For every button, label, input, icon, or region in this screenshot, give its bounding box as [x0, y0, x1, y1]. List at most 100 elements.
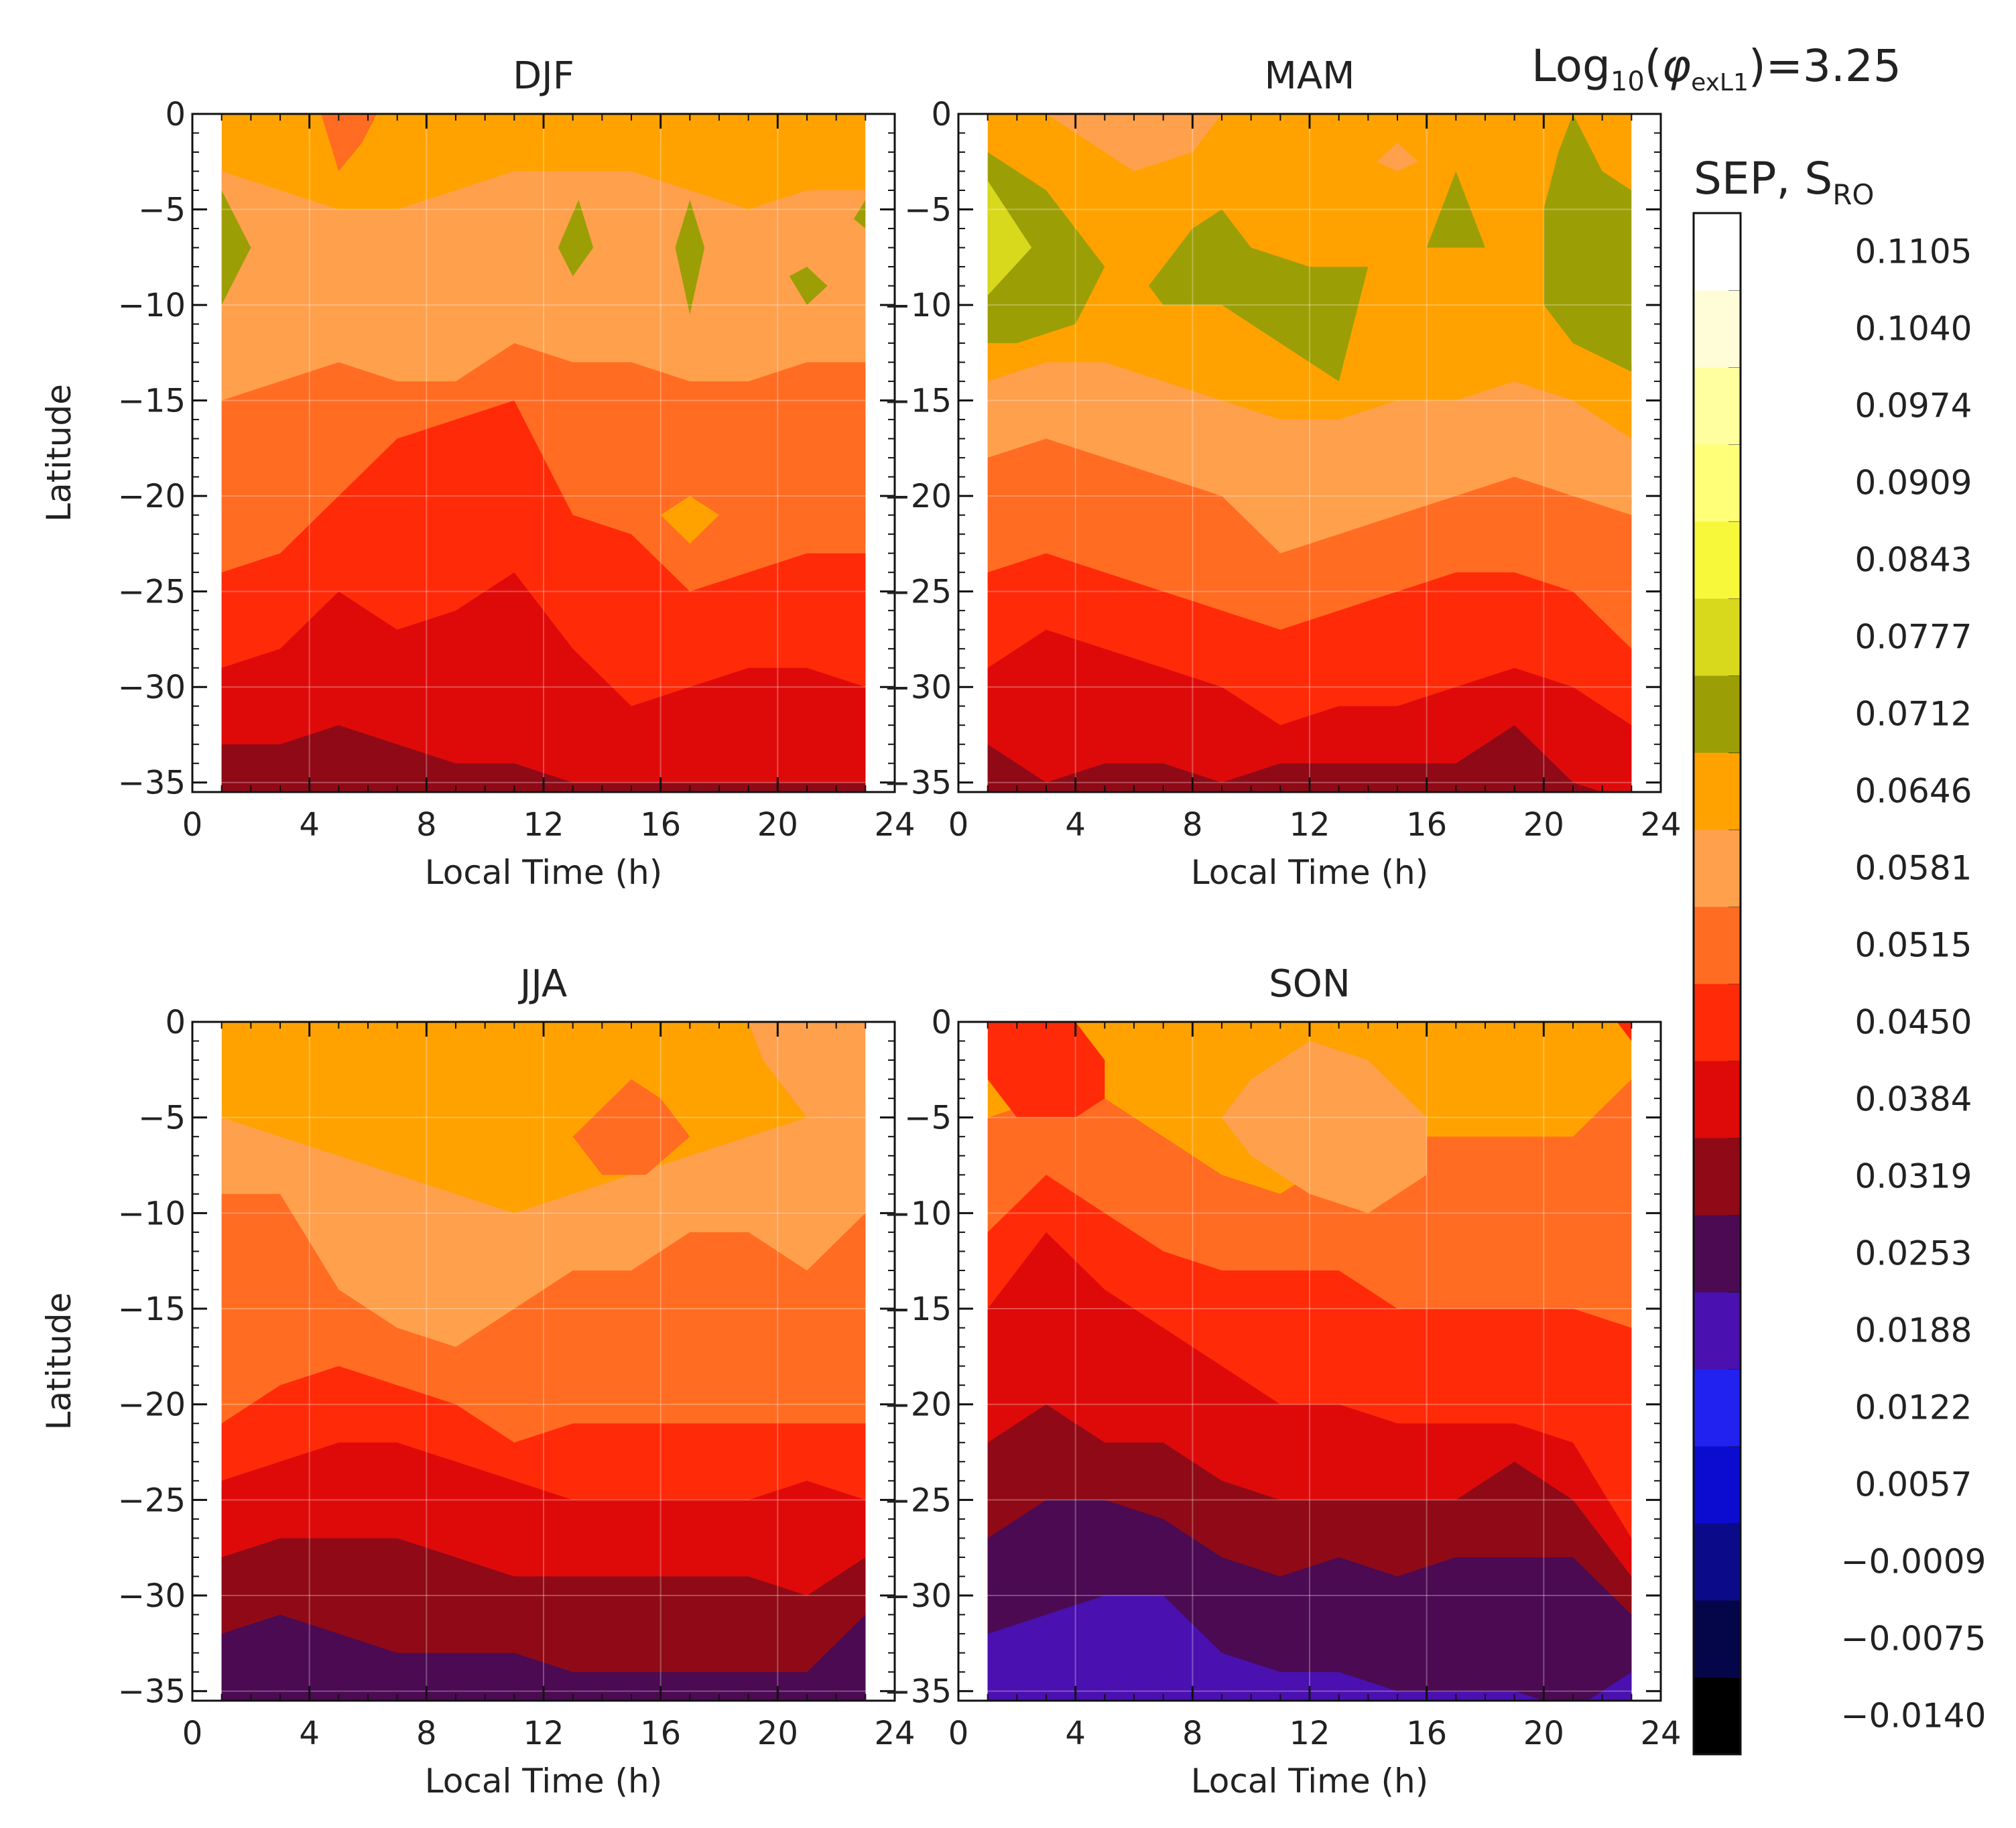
colorbar-title-main: SEP, S — [1694, 153, 1832, 204]
y-tick-label: −20 — [118, 478, 186, 515]
colorbar-tick-label: 0.1040 — [1855, 310, 1972, 348]
x-tick-label: 4 — [1065, 1715, 1086, 1752]
contour-band — [221, 1614, 866, 1701]
y-tick-label: −30 — [118, 669, 186, 706]
contour-patch — [675, 200, 705, 315]
colorbar-tick-label: 0.0188 — [1855, 1311, 1972, 1350]
y-tick-label: −25 — [118, 1482, 186, 1519]
x-tick-label: 0 — [948, 1715, 969, 1752]
y-tick-label: −15 — [118, 383, 186, 420]
colorbar-tick-label: 0.0253 — [1855, 1234, 1972, 1273]
y-tick-label: −30 — [884, 669, 952, 706]
colorbar-tick-label: 0.0515 — [1855, 926, 1972, 965]
contour-patch — [987, 1022, 1105, 1118]
colorbar-tick-label: 0.0974 — [1855, 387, 1972, 426]
y-axis-label: Latitude — [40, 1293, 78, 1431]
header-phi-sub: exL1 — [1691, 69, 1749, 96]
contour-patch — [853, 200, 866, 228]
colorbar-swatch — [1694, 521, 1741, 599]
y-tick-label: −35 — [118, 1673, 186, 1711]
x-tick-label: 24 — [1640, 806, 1681, 844]
x-axis-label: Local Time (h) — [425, 853, 662, 892]
contour-patch — [987, 152, 1105, 344]
contour-band — [221, 572, 866, 792]
x-tick-label: 12 — [523, 1715, 564, 1752]
y-tick-label: −15 — [884, 1291, 952, 1328]
y-tick-label: −35 — [118, 765, 186, 802]
x-tick-label: 0 — [182, 806, 203, 844]
x-tick-label: 4 — [1065, 806, 1086, 844]
x-tick-label: 16 — [640, 1715, 681, 1752]
y-tick-label: −25 — [884, 574, 952, 611]
x-tick-label: 4 — [299, 1715, 320, 1752]
y-tick-label: −25 — [884, 1482, 952, 1519]
colorbar-tick-label: 0.0581 — [1855, 849, 1972, 888]
colorbar-swatch — [1694, 1677, 1741, 1755]
colorbar-swatch — [1694, 367, 1741, 445]
y-tick-label: −10 — [884, 1195, 952, 1232]
colorbar-swatch — [1694, 753, 1741, 830]
colorbar: −0.0140 −0.0075 −0.0009 0.0057 0.0122 0.0188 0… — [1692, 212, 1987, 1756]
contour-patch — [1426, 171, 1485, 248]
x-tick-label: 0 — [182, 1715, 203, 1752]
contour-band — [987, 1595, 1632, 1701]
colorbar-swatch — [1694, 1061, 1741, 1138]
header-log: Log — [1531, 40, 1611, 92]
y-tick-label: −20 — [118, 1386, 186, 1424]
y-tick-label: 0 — [931, 96, 952, 133]
panel-title: MAM — [1265, 54, 1355, 98]
x-tick-label: 20 — [757, 806, 798, 844]
colorbar-swatch — [1694, 598, 1741, 676]
panel-title: JJA — [518, 962, 567, 1006]
colorbar-swatch — [1694, 213, 1741, 291]
y-tick-label: −20 — [884, 1386, 952, 1424]
contour-band — [987, 725, 1602, 792]
y-tick-label: −35 — [884, 1673, 952, 1711]
panel-mam: 0 4 8 12 16 20 24 0 −5 −10 −15 −20 −25 −30 −35 MAM Local… — [884, 54, 1682, 892]
colorbar-swatch — [1694, 984, 1741, 1061]
colorbar-tick-label: 0.0909 — [1855, 464, 1972, 503]
x-tick-label: 4 — [299, 806, 320, 844]
y-tick-label: −10 — [884, 287, 952, 324]
x-tick-label: 8 — [1182, 1715, 1203, 1752]
y-tick-label: 0 — [165, 96, 186, 133]
colorbar-tick-label: 0.0646 — [1855, 772, 1972, 811]
x-tick-label: 20 — [757, 1715, 798, 1752]
x-tick-label: 8 — [416, 806, 437, 844]
y-tick-label: −30 — [884, 1577, 952, 1615]
y-tick-label: 0 — [165, 1004, 186, 1041]
colorbar-tick-label: −0.0140 — [1841, 1697, 1987, 1736]
contour-patch — [221, 190, 251, 306]
colorbar-tick-label: 0.0057 — [1855, 1465, 1972, 1504]
contour-patch — [1544, 114, 1632, 372]
header-log-sub: 10 — [1611, 66, 1645, 97]
x-tick-label: 0 — [948, 806, 969, 844]
x-tick-label: 12 — [1289, 806, 1330, 844]
x-tick-label: 8 — [1182, 806, 1203, 844]
header-label: Log10(φexL1)=3.25 — [1531, 40, 1901, 97]
colorbar-swatch — [1694, 290, 1741, 368]
x-tick-label: 12 — [523, 806, 564, 844]
x-tick-label: 24 — [874, 1715, 915, 1752]
y-axis-label: Latitude — [40, 384, 78, 522]
contour-patch — [789, 267, 828, 306]
y-tick-label: −15 — [118, 1291, 186, 1328]
colorbar-title: SEP, SRO — [1694, 153, 1875, 211]
y-tick-label: −35 — [884, 765, 952, 802]
x-axis-label: Local Time (h) — [1191, 853, 1428, 892]
panel-djf: 0 4 8 12 16 20 24 0 −5 −10 −15 −20 −25 −30 −35 DJF Local… — [40, 54, 916, 892]
y-tick-label: −25 — [118, 574, 186, 611]
colorbar-tick-label: 0.0122 — [1855, 1388, 1972, 1427]
x-tick-label: 20 — [1523, 1715, 1564, 1752]
colorbar-swatch — [1694, 1523, 1741, 1601]
header-value: )=3.25 — [1749, 40, 1901, 92]
colorbar-swatch — [1694, 1369, 1741, 1447]
y-tick-label: −15 — [884, 383, 952, 420]
colorbar-tick-label: 0.0712 — [1855, 695, 1972, 734]
panel-jja: 0 4 8 12 16 20 24 0 −5 −10 −15 −20 −25 −30 −35 JJA Local… — [40, 962, 916, 1801]
header-open: ( — [1645, 40, 1662, 92]
y-tick-label: −10 — [118, 287, 186, 324]
colorbar-tick-label: −0.0009 — [1841, 1543, 1987, 1581]
y-tick-label: −20 — [884, 478, 952, 515]
